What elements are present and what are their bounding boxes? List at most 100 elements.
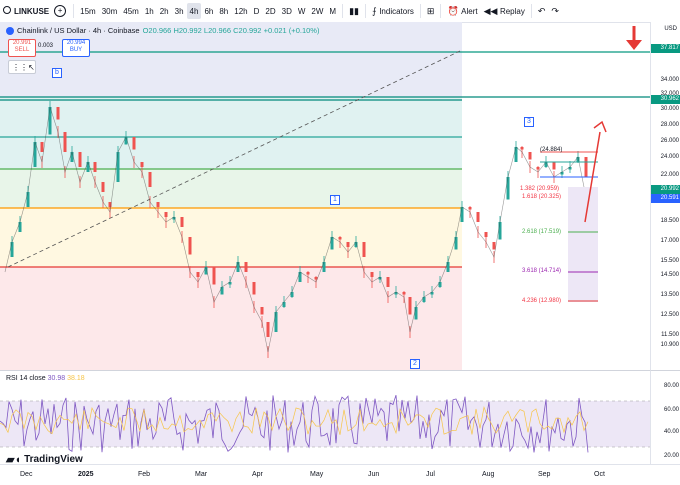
currency-label: USD: [664, 26, 677, 32]
candle-type-icon[interactable]: ▮▮: [349, 5, 359, 16]
candle-body: [63, 132, 67, 152]
candle-body: [132, 137, 136, 150]
candle-body: [40, 142, 44, 152]
interval-w[interactable]: W: [297, 6, 306, 16]
rsi-value: 30.98: [47, 375, 66, 382]
interval-30m[interactable]: 30m: [101, 6, 118, 16]
candle-body: [584, 157, 588, 177]
candle-body: [492, 242, 496, 250]
candle-body: [498, 222, 502, 240]
tv-logo-text: TradingView: [24, 454, 83, 465]
candle-body: [408, 297, 412, 315]
divider: [73, 4, 75, 18]
candle-body: [338, 237, 342, 240]
zone-3: [0, 169, 462, 208]
top-toolbar: LINKUSE + 15m 30m 45m 1h 2h 3h 4h 6h 8h 12h D 2D 3D W…: [0, 0, 680, 23]
rsi-label: RSI 14 close: [6, 375, 46, 382]
price-axis[interactable]: USD 34.000 32.000 30.000 28.000 26.000 24.000…: [650, 22, 680, 370]
price-tick: 10.900: [660, 342, 679, 348]
interval-m[interactable]: M: [329, 6, 337, 16]
rsi-canvas: [0, 394, 650, 453]
symbol-search[interactable]: LINKUSE: [0, 3, 52, 19]
indicators-button[interactable]: ⨍ Indicators: [369, 3, 417, 19]
candle-body: [282, 302, 286, 307]
time-axis[interactable]: Dec 2025 Feb Mar Apr May Jun Jul Aug Sep Oct: [0, 464, 680, 485]
interval-list: 15m 30m 45m 1h 2h 3h 4h 6h 8h 12h D 2D 3D W 2W M: [77, 3, 339, 19]
interval-2w[interactable]: 2W: [311, 6, 324, 16]
candle-body: [188, 237, 192, 255]
divider: [419, 4, 421, 18]
redo-icon[interactable]: ↷: [551, 5, 559, 16]
interval-45m[interactable]: 45m: [123, 6, 139, 16]
candle-body: [544, 162, 548, 167]
low-value: 20.966: [208, 26, 232, 35]
time-tick: Oct: [594, 471, 605, 478]
interval-d[interactable]: D: [253, 6, 260, 16]
price-tick: 15.500: [660, 258, 679, 264]
interval-1h[interactable]: 1h: [144, 6, 154, 16]
alert-button[interactable]: ⏰ Alert: [444, 3, 480, 19]
wave-label-b[interactable]: b: [52, 68, 62, 78]
interval-4h[interactable]: 4h: [186, 3, 202, 19]
interval-3h[interactable]: 3h: [174, 6, 184, 16]
interval-2d[interactable]: 2D: [265, 6, 276, 16]
compare-symbol-icon[interactable]: +: [54, 5, 67, 17]
replay-button[interactable]: ◀◀ Replay: [481, 3, 528, 19]
price-tag-top: 37.817: [651, 44, 680, 53]
replay-label: Replay: [499, 6, 525, 16]
wave-label-3[interactable]: 3: [524, 117, 534, 127]
price-tick: 34.000: [660, 77, 679, 83]
candle-body: [260, 307, 264, 315]
time-tick: Jun: [368, 471, 380, 478]
interval-15m[interactable]: 15m: [80, 6, 96, 16]
rsi-legend: RSI 14 close 30.98 38.18: [6, 375, 85, 382]
wave-label-2[interactable]: 2: [410, 359, 420, 369]
rsi-pane[interactable]: [0, 370, 650, 465]
price-tick: 14.500: [660, 272, 679, 278]
divider: [530, 4, 532, 18]
buy-button[interactable]: 20.994 BUY: [62, 39, 90, 57]
price-tag-mid: 30.962: [651, 95, 680, 104]
candle-body: [506, 177, 510, 200]
price-tick: 32.000: [660, 91, 679, 97]
candle-body: [568, 167, 572, 170]
interval-6h[interactable]: 6h: [204, 6, 214, 16]
fib-box: [568, 187, 598, 302]
price-tick: 28.000: [660, 122, 679, 128]
fib-level-label: 2.618 (17.519): [522, 229, 562, 235]
secondary-price-tag: 20.591: [651, 194, 680, 203]
interval-12h[interactable]: 12h: [234, 6, 248, 16]
tv-logo-icon: ▰◖: [6, 454, 22, 466]
spread-value: 0.003: [38, 43, 54, 49]
fib-level-label: 1.382 (20.959): [520, 186, 560, 192]
alarm-icon: ⏰: [447, 5, 462, 16]
interval-8h[interactable]: 8h: [219, 6, 229, 16]
interval-2h[interactable]: 2h: [159, 6, 169, 16]
interval-3d[interactable]: 3D: [281, 6, 292, 16]
undo-icon[interactable]: ↶: [537, 5, 546, 16]
drawing-tool-widget[interactable]: ⋮⋮ ↖: [8, 60, 36, 74]
price-chart[interactable]: [0, 22, 650, 370]
candle-body: [306, 272, 310, 275]
candle-body: [378, 277, 382, 280]
fib-level-label: 3.618 (14.714): [522, 268, 562, 274]
change-value: +0.021 (+0.10%): [263, 26, 320, 35]
price-path: [4, 106, 591, 353]
chainlink-logo-icon: [6, 26, 14, 35]
candle-body: [362, 242, 366, 257]
rsi-axis[interactable]: 80.00 60.00 40.00 20.00: [650, 370, 680, 465]
alert-label: Alert: [461, 6, 478, 16]
wave-label-1[interactable]: 1: [330, 195, 340, 205]
candle-body: [446, 262, 450, 272]
high-value: 20.992: [178, 26, 202, 35]
symbol-name: LINKUSE: [14, 6, 50, 16]
fib-level-label: 1.618 (20.325): [522, 194, 562, 200]
buy-price: 20.994: [66, 40, 86, 46]
sell-button[interactable]: 20.991 SELL: [8, 39, 36, 57]
candle-body: [10, 242, 14, 257]
time-tick: Sep: [538, 471, 551, 478]
candle-body: [124, 137, 128, 145]
layout-icon[interactable]: ⊞: [426, 5, 435, 16]
indicators-label: Indicators: [379, 6, 414, 16]
candle-body: [386, 277, 390, 287]
